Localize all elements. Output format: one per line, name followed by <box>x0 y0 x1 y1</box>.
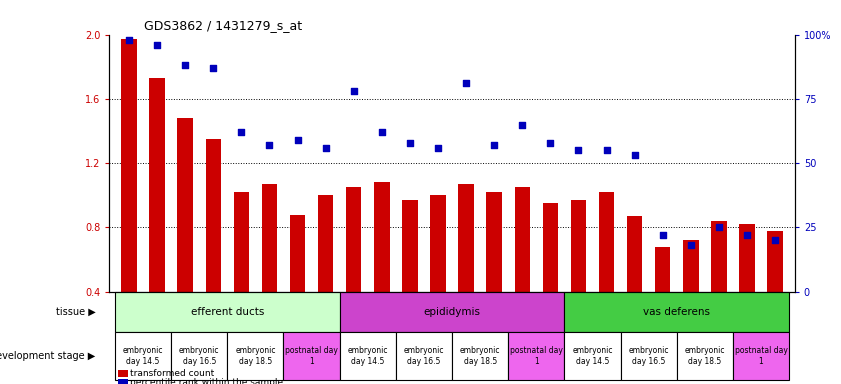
Text: embryonic
day 16.5: embryonic day 16.5 <box>404 346 444 366</box>
Text: embryonic
day 14.5: embryonic day 14.5 <box>347 346 388 366</box>
Point <box>740 232 754 238</box>
Text: embryonic
day 14.5: embryonic day 14.5 <box>572 346 613 366</box>
Bar <box>346 187 362 291</box>
Bar <box>234 192 249 291</box>
Bar <box>683 240 699 291</box>
Text: embryonic
day 18.5: embryonic day 18.5 <box>460 346 500 366</box>
Point <box>375 129 389 135</box>
Bar <box>402 200 418 291</box>
Point <box>684 242 697 248</box>
Bar <box>733 332 789 380</box>
Bar <box>677 332 733 380</box>
Bar <box>150 78 165 291</box>
Bar <box>115 332 171 380</box>
Bar <box>121 40 137 291</box>
Point <box>488 142 501 148</box>
Bar <box>171 332 227 380</box>
Point <box>769 237 782 243</box>
Text: percentile rank within the sample: percentile rank within the sample <box>130 378 283 384</box>
Point <box>712 224 726 230</box>
Point <box>600 147 613 153</box>
Text: efferent ducts: efferent ducts <box>191 306 264 317</box>
Bar <box>621 332 677 380</box>
Point <box>291 137 304 143</box>
Text: development stage ▶: development stage ▶ <box>0 351 95 361</box>
Point <box>207 65 220 71</box>
Bar <box>115 291 340 332</box>
Bar <box>318 195 333 291</box>
Text: postnatal day
1: postnatal day 1 <box>510 346 563 366</box>
Text: embryonic
day 14.5: embryonic day 14.5 <box>123 346 163 366</box>
Point <box>656 232 669 238</box>
Bar <box>564 291 789 332</box>
Bar <box>655 247 670 291</box>
Bar <box>290 215 305 291</box>
Text: vas deferens: vas deferens <box>643 306 711 317</box>
Bar <box>599 192 614 291</box>
Bar <box>458 184 473 291</box>
Bar <box>508 332 564 380</box>
Text: embryonic
day 18.5: embryonic day 18.5 <box>685 346 725 366</box>
Point <box>459 80 473 86</box>
Point <box>572 147 585 153</box>
Point <box>431 145 445 151</box>
Bar <box>340 291 564 332</box>
Point <box>628 152 642 159</box>
Point <box>122 36 135 43</box>
Text: transformed count: transformed count <box>130 369 214 378</box>
Bar <box>262 184 278 291</box>
Point <box>543 139 557 146</box>
Point <box>516 121 529 127</box>
Text: GDS3862 / 1431279_s_at: GDS3862 / 1431279_s_at <box>144 19 302 32</box>
Bar <box>227 332 283 380</box>
Bar <box>486 192 502 291</box>
Text: embryonic
day 18.5: embryonic day 18.5 <box>235 346 276 366</box>
Point <box>178 62 192 68</box>
Bar <box>177 118 193 291</box>
Point <box>403 139 416 146</box>
Bar <box>205 139 221 291</box>
Bar <box>452 332 508 380</box>
Bar <box>431 195 446 291</box>
Bar <box>515 187 530 291</box>
Bar <box>374 182 389 291</box>
Bar <box>340 332 396 380</box>
Point <box>347 88 361 94</box>
Text: postnatal day
1: postnatal day 1 <box>285 346 338 366</box>
Bar <box>542 203 558 291</box>
Text: postnatal day
1: postnatal day 1 <box>734 346 787 366</box>
Bar <box>396 332 452 380</box>
Bar <box>767 230 783 291</box>
Bar <box>571 200 586 291</box>
Text: tissue ▶: tissue ▶ <box>56 306 95 317</box>
Bar <box>283 332 340 380</box>
Point <box>319 145 332 151</box>
Text: epididymis: epididymis <box>424 306 480 317</box>
Bar <box>711 221 727 291</box>
Bar <box>564 332 621 380</box>
Point <box>235 129 248 135</box>
Point <box>262 142 276 148</box>
Text: embryonic
day 16.5: embryonic day 16.5 <box>179 346 220 366</box>
Bar <box>627 216 643 291</box>
Point <box>151 42 164 48</box>
Bar <box>739 224 754 291</box>
Text: embryonic
day 16.5: embryonic day 16.5 <box>628 346 669 366</box>
